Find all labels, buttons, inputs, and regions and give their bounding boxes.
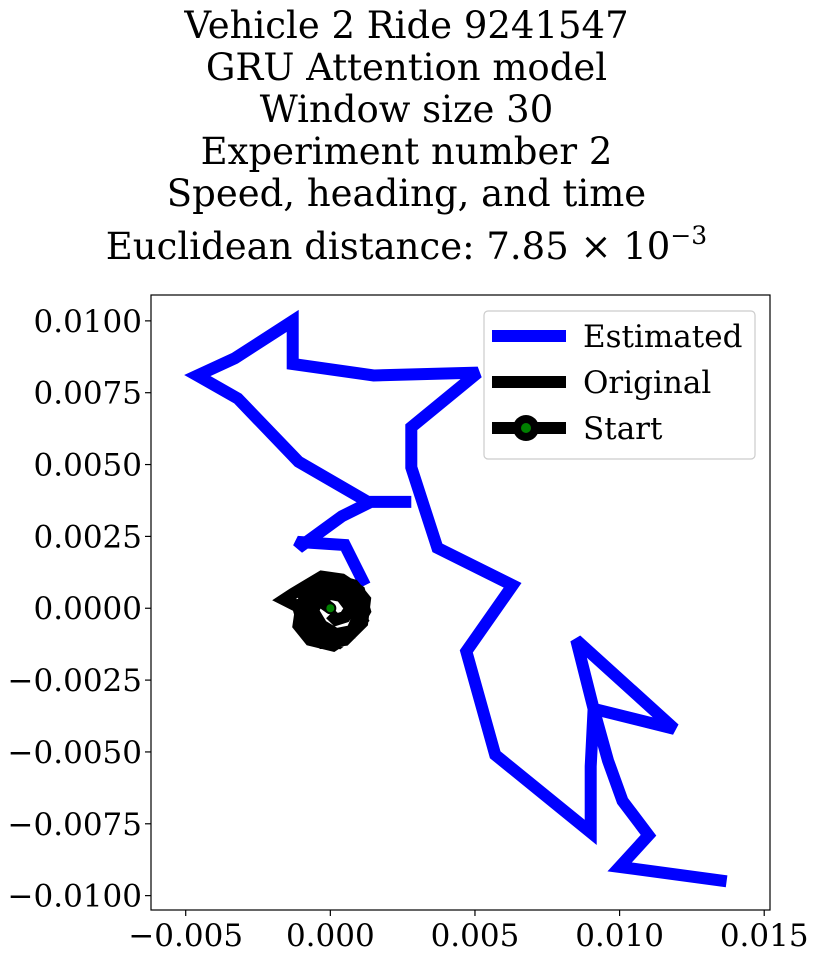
legend-start-marker [521,423,531,433]
ticks-layer: −0.005 0.000 0.005 0.010 0.015 0.0100 0.0075 0.… [8,304,809,954]
y-tick-label: −0.0075 [8,807,142,843]
title-line-distance: Euclidean distance: 7.85 × 10−3 [0,215,813,268]
x-tick-label: 0.000 [286,918,375,954]
title-line-model: GRU Attention model [205,46,608,89]
y-tick-label: −0.0050 [8,735,142,771]
series-layer [184,309,728,888]
title-line-window: Window size 30 [259,88,554,131]
title-line-experiment: Experiment number 2 [200,130,613,173]
distance-exponent: −3 [670,221,708,250]
y-tick-label: 0.0050 [34,448,142,484]
x-tick-label: 0.005 [431,918,520,954]
series-line-estimated [184,309,728,888]
y-tick-label: −0.0100 [8,879,142,915]
legend-label-original: Original [583,365,711,401]
y-tick-label: 0.0075 [34,376,142,412]
y-tick-label: 0.0000 [34,591,142,627]
y-tick-label: 0.0025 [34,519,142,555]
series-line-original [272,570,372,653]
y-tick-label: 0.0100 [34,304,142,340]
legend-label-start: Start [583,411,663,447]
distance-text: Euclidean distance: 7.85 × 10 [105,225,671,268]
title-line-features: Speed, heading, and time [166,172,647,215]
y-tick-label: −0.0025 [8,663,142,699]
x-tick-label: −0.005 [128,918,243,954]
legend: Estimated Original Start [483,310,756,460]
start-marker [324,602,337,615]
axes-frame [150,294,771,911]
title-line-vehicle: Vehicle 2 Ride 9241547 [184,4,629,47]
legend-label-estimated: Estimated [583,319,742,355]
x-tick-label: 0.010 [575,918,664,954]
x-tick-label: 0.015 [720,918,809,954]
